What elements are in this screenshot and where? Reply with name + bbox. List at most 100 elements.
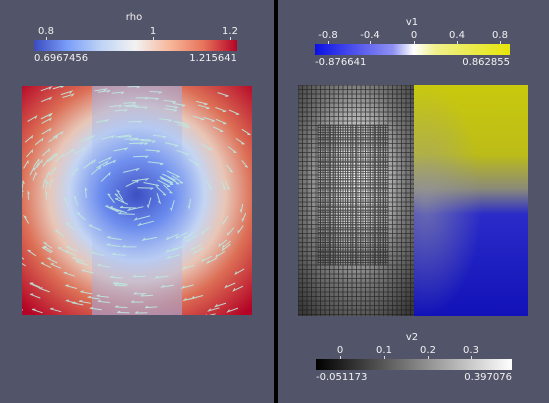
velocity-glyph	[227, 146, 237, 154]
velocity-glyph	[241, 160, 248, 168]
velocity-glyph	[128, 120, 142, 124]
velocity-glyph	[42, 178, 47, 189]
velocity-glyph	[106, 243, 121, 247]
velocity-glyph	[34, 137, 44, 146]
v1-tick-mark	[328, 41, 329, 45]
rho-tick-label: 0.8	[38, 26, 54, 37]
velocity-glyph	[122, 244, 137, 248]
rho-range-min: 0.6967456	[34, 53, 89, 64]
velocity-glyph	[140, 293, 154, 297]
velocity-glyph	[84, 186, 88, 198]
velocity-glyph	[222, 240, 231, 249]
velocity-glyph	[80, 290, 93, 295]
velocity-glyph	[66, 246, 78, 252]
velocity-glyph	[137, 187, 154, 190]
velocity-glyph	[40, 113, 52, 120]
right-render-view[interactable]: v1 -0.8 -0.4 0 0.4 0.8 -0.876641 0.86285…	[278, 0, 549, 403]
velocity-glyph	[195, 100, 208, 106]
velocity-glyph	[173, 120, 186, 125]
velocity-glyph	[131, 178, 150, 182]
velocity-glyph	[133, 291, 147, 295]
velocity-glyph	[107, 193, 115, 204]
velocity-glyph	[135, 311, 148, 314]
v2-colorbar	[316, 359, 512, 370]
velocity-glyph	[130, 300, 144, 303]
velocity-glyph	[207, 307, 220, 312]
velocity-glyph	[146, 97, 159, 101]
velocity-glyph	[109, 104, 123, 108]
velocity-glyph	[159, 176, 174, 184]
rho-tick-mark	[153, 37, 154, 41]
velocity-glyph	[114, 283, 127, 287]
velocity-glyph	[40, 262, 52, 269]
velocity-glyph	[190, 244, 202, 252]
velocity-glyph	[33, 157, 40, 167]
velocity-glyph	[107, 236, 122, 241]
velocity-glyph	[122, 167, 141, 173]
velocity-glyph	[124, 137, 139, 141]
velocity-glyph	[215, 118, 227, 125]
velocity-glyph	[156, 186, 167, 196]
velocity-glyph	[170, 200, 175, 212]
velocity-glyph	[144, 305, 158, 309]
velocity-glyph	[175, 231, 188, 240]
velocity-glyph	[153, 275, 169, 279]
velocity-glyph	[221, 243, 231, 252]
velocity-glyph	[65, 284, 78, 289]
velocity-glyph	[128, 142, 144, 145]
velocity-glyph	[217, 92, 229, 97]
velocity-glyph	[109, 206, 125, 213]
velocity-glyph	[101, 134, 116, 140]
velocity-glyph	[132, 274, 146, 278]
velocity-glyph	[112, 252, 126, 256]
velocity-glyph	[23, 159, 29, 169]
velocity-glyph	[74, 146, 86, 155]
v2-tick-mark	[340, 356, 341, 360]
velocity-glyph	[215, 250, 226, 259]
velocity-glyph	[147, 161, 164, 166]
velocity-glyph	[31, 308, 43, 314]
v2-tick-mark	[428, 356, 429, 360]
velocity-glyph	[43, 242, 53, 249]
velocity-glyph	[50, 263, 62, 269]
velocity-glyph	[215, 107, 227, 113]
view-splitter[interactable]	[274, 0, 278, 403]
velocity-glyph	[118, 135, 133, 139]
velocity-glyph	[32, 171, 38, 181]
velocity-glyph	[63, 271, 76, 277]
velocity-glyph	[97, 90, 111, 93]
velocity-glyph	[141, 236, 157, 241]
velocity-glyph	[27, 114, 38, 122]
velocity-glyph	[24, 134, 34, 143]
v1-tick-label: -0.4	[360, 30, 380, 41]
v1-tick-label: -0.8	[318, 30, 338, 41]
velocity-glyph	[94, 88, 109, 92]
velocity-glyph	[224, 282, 236, 289]
velocity-glyph	[97, 299, 110, 304]
velocity-glyph	[119, 205, 137, 209]
velocity-glyph	[96, 294, 109, 298]
velocity-glyph	[29, 283, 40, 289]
velocity-glyph	[47, 152, 56, 162]
left-render-view[interactable]: rho 0.8 1 1.2 0.6967456 1.215641	[0, 0, 274, 403]
velocity-glyph	[27, 249, 37, 257]
velocity-glyph	[164, 108, 178, 112]
velocity-glyph	[63, 196, 69, 207]
velocity-glyph	[159, 284, 174, 288]
velocity-glyph	[72, 257, 85, 263]
velocity-glyph	[201, 226, 210, 236]
velocity-glyph	[41, 117, 53, 124]
v2-tick-label: 0	[336, 345, 344, 356]
velocity-glyph	[213, 302, 227, 308]
v1-colorbar	[315, 44, 510, 55]
velocity-glyph	[165, 105, 178, 109]
velocity-glyph	[45, 190, 48, 200]
velocity-glyph	[26, 148, 33, 158]
velocity-glyph	[50, 307, 62, 313]
v1-tick-label: 0.8	[492, 30, 508, 41]
velocity-glyph	[167, 176, 180, 185]
velocity-glyph	[241, 128, 251, 136]
velocity-glyph	[75, 260, 88, 266]
velocity-glyph	[222, 215, 229, 226]
velocity-glyph	[22, 179, 25, 190]
